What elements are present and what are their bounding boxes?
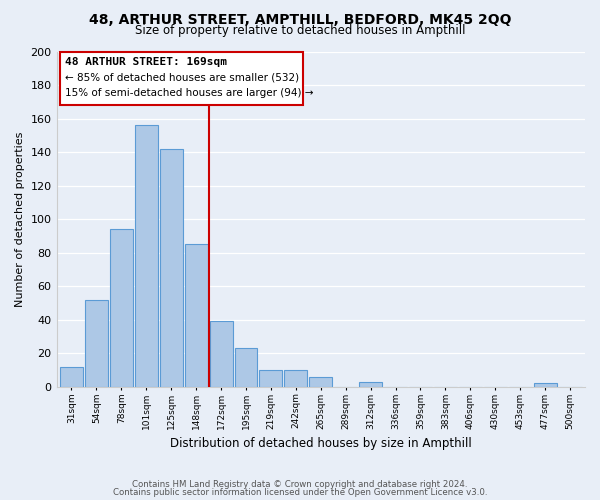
Text: 48 ARTHUR STREET: 169sqm: 48 ARTHUR STREET: 169sqm [65,57,227,67]
Bar [60,366,83,386]
Bar [310,376,332,386]
Text: Contains public sector information licensed under the Open Government Licence v3: Contains public sector information licen… [113,488,487,497]
Y-axis label: Number of detached properties: Number of detached properties [15,132,25,307]
Bar [235,348,257,387]
Text: 15% of semi-detached houses are larger (94) →: 15% of semi-detached houses are larger (… [65,88,313,99]
Bar [259,370,283,386]
FancyBboxPatch shape [59,52,304,105]
Bar [533,384,557,386]
Bar [160,148,182,386]
Bar [359,382,382,386]
Bar [185,244,208,386]
Text: Size of property relative to detached houses in Ampthill: Size of property relative to detached ho… [135,24,465,37]
Bar [135,126,158,386]
Text: 48, ARTHUR STREET, AMPTHILL, BEDFORD, MK45 2QQ: 48, ARTHUR STREET, AMPTHILL, BEDFORD, MK… [89,12,511,26]
Text: ← 85% of detached houses are smaller (532): ← 85% of detached houses are smaller (53… [65,72,299,82]
Bar [85,300,108,386]
Bar [284,370,307,386]
Text: Contains HM Land Registry data © Crown copyright and database right 2024.: Contains HM Land Registry data © Crown c… [132,480,468,489]
Bar [110,229,133,386]
Bar [209,322,233,386]
X-axis label: Distribution of detached houses by size in Ampthill: Distribution of detached houses by size … [170,437,472,450]
